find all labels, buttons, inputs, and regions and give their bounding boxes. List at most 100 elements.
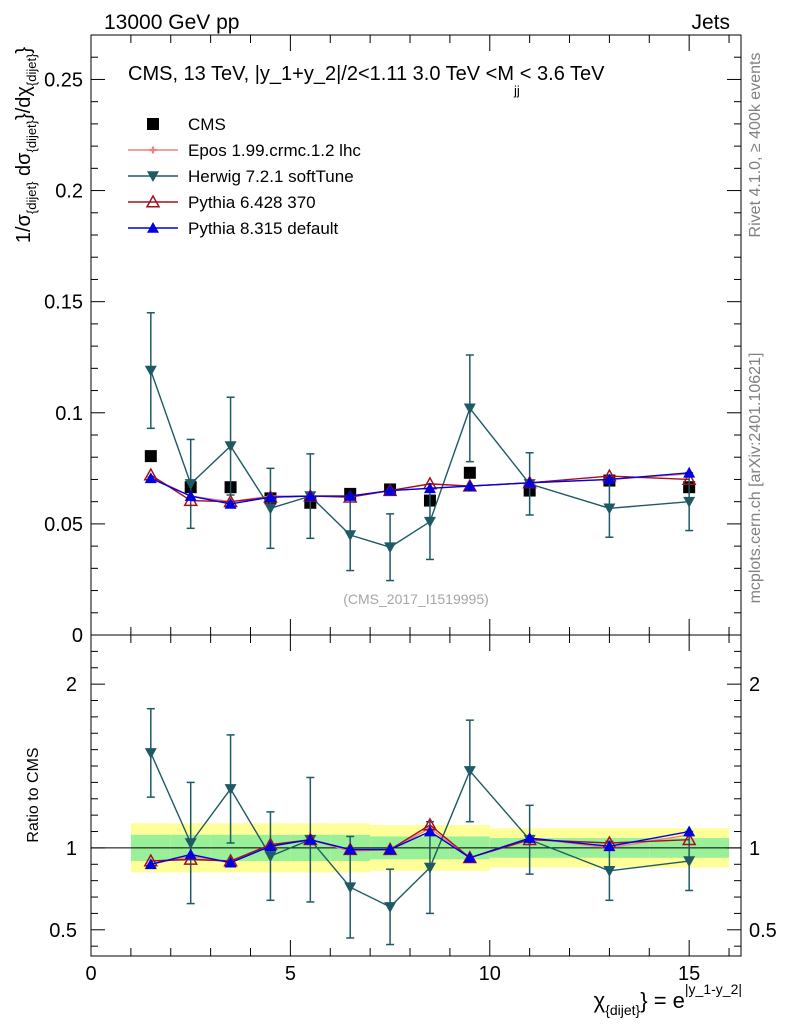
x-axis-label: χ{dijet}} = e|y_1-y_2|	[594, 981, 742, 1018]
legend-marker	[145, 194, 161, 208]
ratio-data-point	[304, 833, 317, 845]
legend-label: Pythia 8.315 default	[188, 219, 339, 238]
legend-item-herwig-7-2-1-softtune: Herwig 7.2.1 softTune	[128, 167, 354, 186]
main-series-herwig-7-2-1-softtune	[144, 312, 696, 582]
main-data-point	[384, 484, 397, 496]
main-data-point	[264, 491, 277, 503]
ratio-data-point	[683, 856, 696, 868]
main-y-axis-label: 1/σ{dijet} dσ{dijet}}/dχ{dijet}}	[13, 47, 39, 244]
ylabel-sub-2: {dijet}	[24, 119, 39, 152]
plot-title: CMS, 13 TeV, |y_1+y_2|/2<1.11 3.0 TeV <M…	[128, 63, 605, 98]
ratio-data-point	[144, 748, 157, 759]
xlabel-part-2: } = e	[640, 988, 685, 1013]
legend-label: Herwig 7.2.1 softTune	[188, 167, 354, 186]
main-data-point	[184, 479, 197, 490]
beam-energy-label: 13000 GeV pp	[104, 11, 239, 34]
main-y-tick-label: 0.05	[44, 514, 83, 536]
ratio-data-point	[463, 766, 476, 777]
ratio-data-point	[603, 866, 616, 877]
ratio-y-tick-label-right: 0.5	[749, 920, 777, 942]
ratio-data-point	[344, 882, 357, 894]
ratio-series-line	[150, 830, 690, 865]
ratio-data-point	[523, 832, 536, 843]
x-tick-label: 15	[678, 963, 700, 985]
x-tick-label: 10	[479, 963, 501, 985]
legend-item-pythia-6-428-370: Pythia 6.428 370	[128, 193, 316, 212]
main-data-point	[184, 490, 197, 501]
ylabel-part-2: dσ	[13, 152, 35, 182]
main-axis-ticks: 0 0.05 0.1 0.15 0.2 0.25	[44, 35, 741, 647]
ratio-data-point	[683, 825, 696, 837]
ratio-data-point	[423, 825, 436, 837]
ratio-y-tick-label-right: 2	[749, 674, 760, 696]
legend-label: Epos 1.99.crmc.1.2 lhc	[188, 141, 361, 160]
ratio-uncertainty-bands	[91, 823, 741, 873]
main-data-point	[423, 482, 436, 494]
legend-item-epos-1-99-crmc-1-2-lhc: Epos 1.99.crmc.1.2 lhc	[128, 141, 361, 160]
ratio-data-point	[384, 902, 397, 913]
main-y-tick-label: 0	[72, 625, 83, 647]
ratio-plot-frame	[90, 634, 742, 957]
main-data-point	[463, 466, 476, 479]
legend-item-cms: CMS	[147, 115, 226, 134]
main-y-tick-label: 0.15	[44, 292, 83, 314]
main-data-point	[344, 490, 357, 501]
ratio-data-point	[384, 843, 397, 855]
ratio-data-point	[463, 851, 476, 863]
main-y-tick-label: 0.25	[44, 69, 83, 91]
ratio-y-tick-label-right: 1	[749, 838, 760, 860]
plot-title-suffix: < 3.6 TeV	[520, 63, 605, 85]
ratio-data-point	[603, 840, 616, 852]
ratio-y-tick-label: 2	[66, 674, 77, 696]
xlabel-sup: |y_1-y_2|	[685, 981, 742, 997]
legend: CMS Epos 1.99.crmc.1.2 lhc Herwig 7.2.1 so…	[128, 115, 361, 238]
main-data-point	[224, 497, 237, 509]
legend-marker	[149, 146, 157, 154]
legend-label: CMS	[188, 115, 226, 134]
ratio-data-point	[264, 840, 277, 852]
legend-label: Pythia 6.428 370	[188, 193, 316, 212]
main-data-point	[463, 480, 476, 491]
main-data-point	[144, 450, 157, 463]
ratio-y-tick-label: 1	[66, 838, 77, 860]
plot-title-subscript: jj	[513, 83, 520, 98]
ratio-data-point	[344, 843, 357, 855]
ylabel-part-1: 1/σ	[13, 213, 35, 243]
xlabel-part-1: χ	[594, 988, 606, 1013]
main-data-point	[224, 441, 237, 453]
ylabel-sub-1: {dijet}	[24, 181, 39, 214]
ratio-data-point	[423, 862, 436, 874]
ratio-y-axis-label: Ratio to CMS	[25, 747, 42, 842]
main-series-line	[150, 472, 690, 505]
plot-title-main: CMS, 13 TeV, |y_1+y_2|/2<1.11 3.0 TeV <M	[128, 63, 514, 85]
main-data-point	[523, 476, 536, 488]
x-tick-label: 5	[285, 963, 296, 985]
main-data-point	[681, 471, 697, 485]
ratio-data-point	[184, 838, 197, 849]
ratio-data-point	[264, 851, 277, 863]
main-data-point	[463, 403, 476, 415]
main-series-pythia-8-315-default	[144, 466, 696, 509]
main-data-point	[144, 472, 157, 484]
main-data-point	[683, 496, 696, 508]
legend-marker	[147, 222, 159, 233]
ratio-data-point	[224, 784, 237, 795]
main-data-point	[683, 466, 696, 478]
ratio-data-point	[184, 848, 197, 860]
ratio-series-pythia-8-315-default	[144, 825, 696, 870]
main-data-point	[304, 490, 317, 501]
ylabel-part-3: }/dχ	[13, 86, 35, 120]
ratio-series-line	[150, 752, 690, 908]
main-series-group	[143, 312, 697, 582]
ylabel-part-4: }	[13, 47, 35, 54]
main-data-point	[603, 473, 616, 485]
ratio-series-group	[143, 707, 697, 946]
ylabel-sub-3: {dijet}	[24, 53, 39, 86]
main-data-point	[423, 516, 436, 528]
main-data-point	[603, 503, 616, 515]
main-series-line	[150, 370, 690, 548]
main-data-point	[144, 365, 157, 377]
rivet-version-label: Rivet 4.1.0, ≥ 400k events	[747, 53, 764, 238]
legend-item-pythia-8-315-default: Pythia 8.315 default	[128, 219, 339, 238]
